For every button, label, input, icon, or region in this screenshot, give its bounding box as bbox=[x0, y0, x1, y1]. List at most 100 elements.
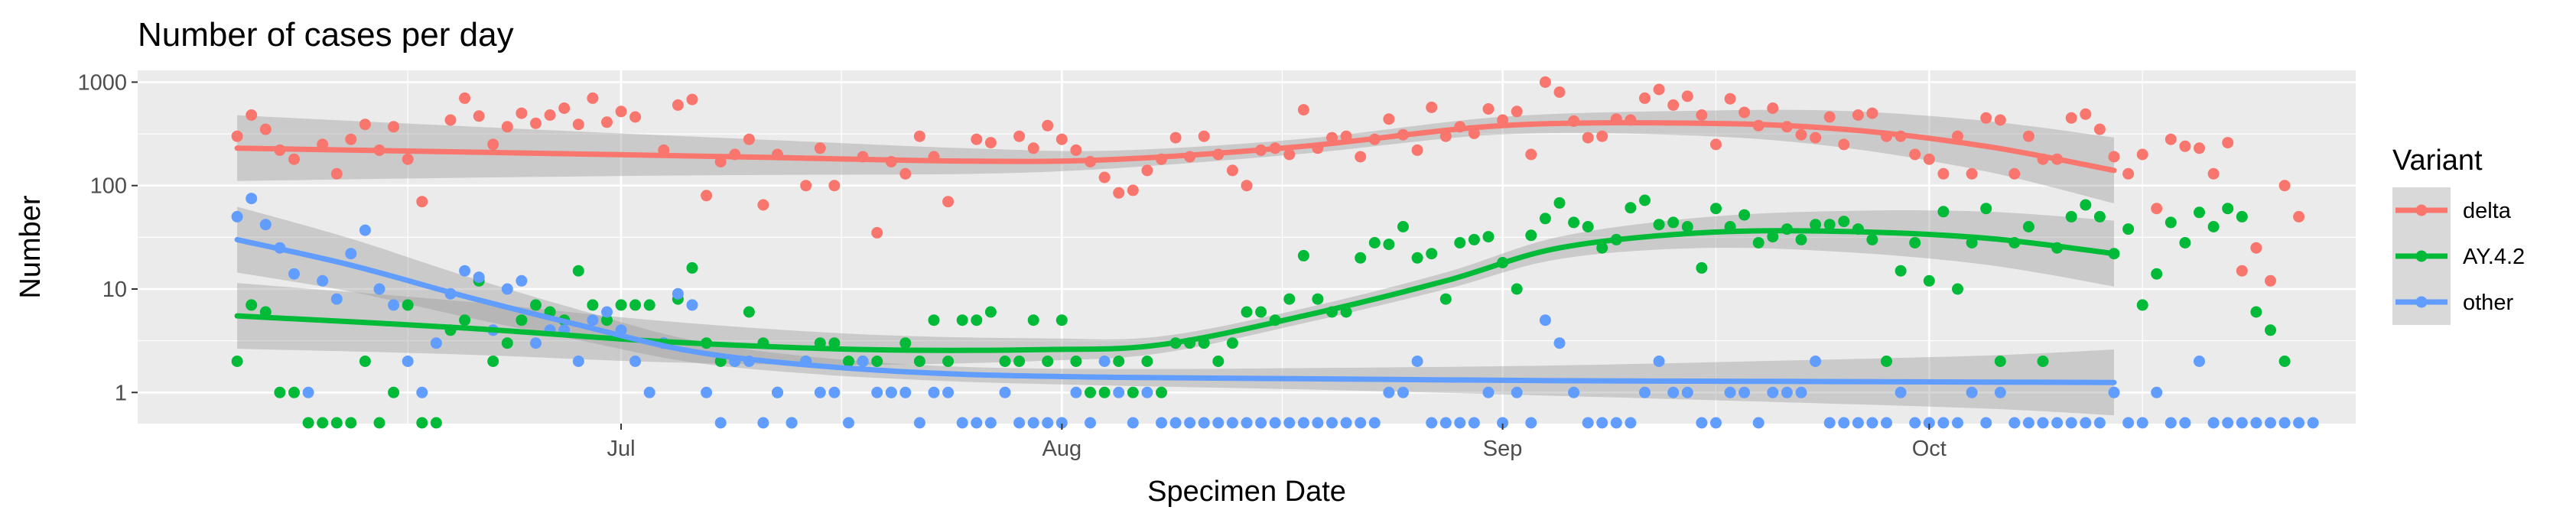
point-other bbox=[1582, 417, 1594, 429]
point-ay-4-2 bbox=[1582, 221, 1594, 232]
x-tick-label: Oct bbox=[1912, 437, 1947, 461]
point-ay-4-2 bbox=[1070, 356, 1082, 367]
point-other bbox=[1411, 356, 1423, 367]
point-delta bbox=[2022, 130, 2034, 142]
point-delta bbox=[2080, 108, 2092, 120]
point-delta bbox=[1681, 90, 1693, 102]
point-ay-4-2 bbox=[1468, 233, 1480, 245]
data-points bbox=[231, 76, 2319, 429]
point-other bbox=[2207, 417, 2220, 429]
point-other bbox=[2108, 386, 2120, 398]
point-delta bbox=[259, 123, 272, 135]
point-other bbox=[1085, 417, 1096, 429]
point-ay-4-2 bbox=[317, 417, 329, 429]
point-other bbox=[814, 386, 826, 398]
point-other bbox=[2151, 386, 2163, 398]
point-other bbox=[1283, 417, 1296, 429]
legend-label-other: other bbox=[2463, 291, 2513, 315]
point-ay-4-2 bbox=[999, 356, 1011, 367]
point-other bbox=[530, 337, 542, 349]
point-delta bbox=[1539, 76, 1551, 88]
point-ay-4-2 bbox=[1439, 293, 1452, 305]
point-delta bbox=[2179, 140, 2191, 152]
point-other bbox=[1724, 386, 1736, 398]
point-other bbox=[984, 417, 997, 429]
point-delta bbox=[1198, 130, 1210, 142]
point-delta bbox=[1055, 133, 1068, 145]
point-delta bbox=[1653, 83, 1665, 96]
point-ay-4-2 bbox=[1980, 203, 1992, 215]
ribbon-ay-4-2 bbox=[237, 210, 2114, 365]
point-other bbox=[1553, 337, 1566, 349]
point-delta bbox=[246, 109, 258, 121]
point-other bbox=[587, 314, 599, 326]
point-other bbox=[2307, 417, 2319, 429]
point-delta bbox=[402, 153, 414, 165]
point-delta bbox=[1042, 119, 1054, 132]
point-delta bbox=[1141, 164, 1153, 177]
point-ay-4-2 bbox=[601, 314, 613, 326]
point-delta bbox=[814, 142, 826, 154]
point-other bbox=[1468, 417, 1480, 429]
point-ay-4-2 bbox=[1810, 219, 1822, 231]
point-other bbox=[1184, 417, 1196, 429]
x-tick-label: Aug bbox=[1042, 437, 1082, 461]
point-delta bbox=[757, 199, 769, 211]
point-ay-4-2 bbox=[1141, 356, 1153, 367]
point-ay-4-2 bbox=[1625, 202, 1637, 214]
point-ay-4-2 bbox=[629, 299, 642, 311]
point-ay-4-2 bbox=[1397, 221, 1409, 232]
point-delta bbox=[1027, 142, 1039, 154]
point-other bbox=[1795, 386, 1807, 398]
point-ay-4-2 bbox=[1027, 314, 1039, 326]
point-ay-4-2 bbox=[587, 299, 599, 311]
point-ay-4-2 bbox=[843, 356, 854, 367]
point-delta bbox=[2236, 265, 2248, 277]
point-other bbox=[757, 417, 769, 429]
point-ay-4-2 bbox=[1937, 206, 1950, 218]
point-ay-4-2 bbox=[1909, 237, 1921, 249]
point-delta bbox=[487, 138, 499, 151]
point-ay-4-2 bbox=[1355, 252, 1367, 264]
point-delta bbox=[345, 133, 357, 145]
point-delta bbox=[2093, 123, 2106, 135]
point-ay-4-2 bbox=[1255, 306, 1267, 318]
point-delta bbox=[2265, 274, 2276, 287]
point-other bbox=[1113, 386, 1125, 398]
point-delta bbox=[1923, 153, 1935, 165]
point-delta bbox=[2108, 151, 2120, 163]
point-other bbox=[1340, 417, 1352, 429]
point-delta bbox=[2250, 242, 2262, 254]
point-delta bbox=[1667, 99, 1680, 111]
point-ay-4-2 bbox=[1994, 356, 2006, 367]
point-delta bbox=[2122, 167, 2135, 180]
point-other bbox=[2194, 356, 2205, 367]
point-ay-4-2 bbox=[928, 314, 940, 326]
point-ay-4-2 bbox=[572, 265, 584, 277]
point-delta bbox=[1355, 151, 1367, 163]
point-ay-4-2 bbox=[942, 356, 955, 367]
point-other bbox=[1497, 417, 1509, 429]
point-other bbox=[345, 248, 357, 260]
y-tick-label: 1 bbox=[115, 381, 127, 405]
point-delta bbox=[587, 92, 599, 104]
point-delta bbox=[1767, 102, 1779, 114]
point-other bbox=[1212, 417, 1225, 429]
point-other bbox=[956, 417, 968, 429]
point-delta bbox=[942, 196, 955, 208]
point-other bbox=[1596, 417, 1608, 429]
point-other bbox=[1881, 417, 1892, 429]
point-other bbox=[231, 210, 243, 223]
point-other bbox=[629, 356, 642, 367]
point-other bbox=[1055, 417, 1068, 429]
point-other bbox=[2222, 417, 2234, 429]
point-other bbox=[373, 283, 385, 295]
point-delta bbox=[444, 114, 457, 126]
point-other bbox=[2080, 417, 2092, 429]
point-delta bbox=[2008, 167, 2021, 180]
point-delta bbox=[1838, 138, 1850, 151]
point-other bbox=[1355, 417, 1367, 429]
point-ay-4-2 bbox=[1297, 249, 1309, 262]
point-delta bbox=[1966, 167, 1978, 180]
point-delta bbox=[2207, 167, 2220, 180]
